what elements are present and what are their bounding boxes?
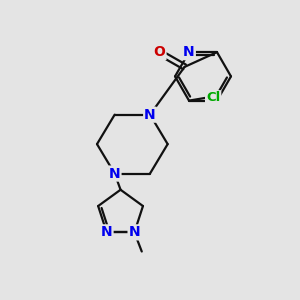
- Text: N: N: [129, 225, 140, 239]
- Text: N: N: [183, 45, 195, 59]
- Text: Cl: Cl: [206, 91, 220, 104]
- Text: N: N: [101, 225, 112, 239]
- Text: N: N: [144, 108, 156, 122]
- Text: N: N: [109, 167, 121, 181]
- Text: O: O: [154, 45, 166, 59]
